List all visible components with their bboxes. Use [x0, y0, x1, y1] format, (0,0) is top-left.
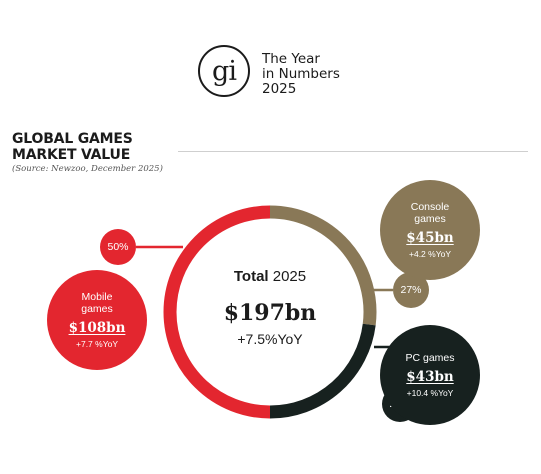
- total-value: $197bn: [223, 300, 317, 326]
- total-yoy: +7.5%YoY: [237, 331, 303, 347]
- donut-segment-pc-games: [269, 323, 376, 419]
- mobile-name-line-2: games: [81, 303, 113, 315]
- pc-name: PC games: [405, 352, 454, 364]
- chart-title-line-2: MARKET VALUE: [12, 147, 131, 163]
- brand-line-3: 2025: [262, 81, 297, 97]
- divider-rule: [178, 151, 528, 152]
- gi-logo: gi: [198, 45, 250, 97]
- chart-title-line-1: GLOBAL GAMES: [12, 131, 133, 147]
- donut-ring: [163, 205, 377, 419]
- brand-line-1: The Year: [262, 51, 320, 67]
- pc-games-bubble: PC games $43bn +10.4 %YoY: [380, 325, 480, 425]
- console-games-bubble: Console games $45bn +4.2 %YoY: [380, 180, 480, 280]
- console-name: Console games: [411, 201, 450, 225]
- pc-value: $43bn: [406, 369, 454, 385]
- chart-title: GLOBAL GAMES MARKET VALUE: [12, 131, 133, 163]
- source-note: (Source: Newzoo, December 2025): [12, 164, 163, 174]
- mobile-games-bubble: Mobile games $108bn +7.7 %YoY: [47, 270, 147, 370]
- donut-segment-mobile-games: [163, 205, 271, 419]
- logo-text: gi: [212, 55, 237, 87]
- console-name-line-1: Console: [410, 201, 450, 213]
- console-yoy: +4.2 %YoY: [409, 249, 451, 259]
- mobile-name: Mobile games: [81, 291, 113, 315]
- brand-heading: The Year in Numbers 2025: [262, 52, 340, 97]
- center-total: Total 2025: [190, 268, 350, 285]
- console-name-line-2: games: [414, 213, 446, 225]
- console-value: $45bn: [406, 230, 454, 246]
- total-label: Total: [233, 268, 269, 285]
- donut-segment-console-games: [269, 205, 377, 326]
- mobile-value: $108bn: [68, 320, 126, 336]
- pc-yoy: +10.4 %YoY: [406, 388, 454, 398]
- brand-line-2: in Numbers: [262, 66, 340, 82]
- percent-badge-mobile: 50%: [100, 229, 136, 265]
- pc-name-line-1: PC games: [405, 352, 455, 364]
- total-year: 2025: [272, 268, 307, 285]
- mobile-yoy: +7.7 %YoY: [76, 339, 118, 349]
- mobile-name-line-1: Mobile: [81, 291, 113, 303]
